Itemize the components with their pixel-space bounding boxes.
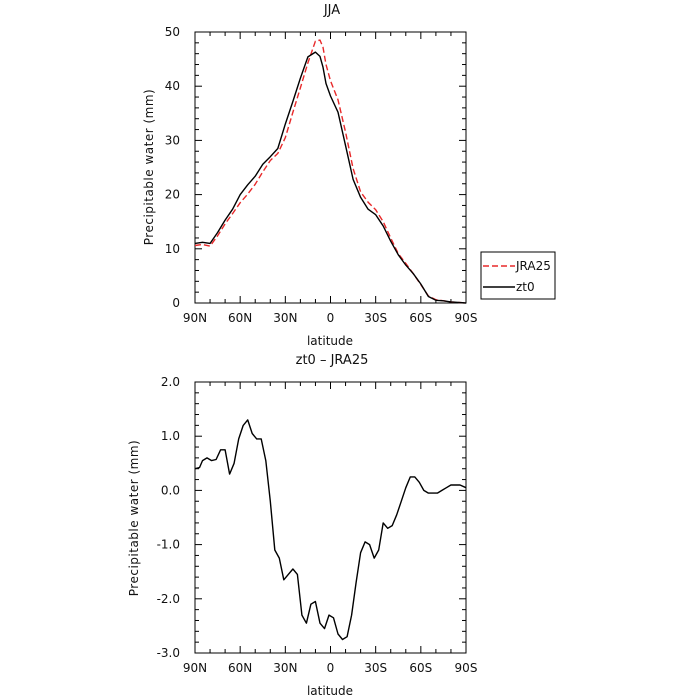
x-axis-label: latitude <box>307 334 353 348</box>
series-group <box>194 39 467 304</box>
x-tick-label: 60N <box>228 311 252 325</box>
x-tick-label: 90S <box>455 311 478 325</box>
y-tick-labels: 0 10 20 30 40 50 <box>165 25 180 310</box>
plot-frame <box>194 381 467 654</box>
y-tick-label: 30 <box>165 133 180 147</box>
plot-frame <box>194 31 467 304</box>
x-tick-label: 90S <box>455 661 478 675</box>
y-tick-labels: -3.0 -2.0 -1.0 0.0 1.0 2.0 <box>157 375 180 660</box>
legend-box <box>480 251 556 300</box>
y-tick-label: -2.0 <box>157 592 180 606</box>
x-tick-labels: 90N 60N 30N 0 30S 60S 90S <box>183 311 478 325</box>
x-tick-label: 30S <box>364 661 387 675</box>
series-line-zt0 <box>194 51 467 304</box>
y-tick-label: -3.0 <box>157 646 180 660</box>
legend-label-jra25: JRA25 <box>515 259 551 273</box>
x-tick-label: 30S <box>364 311 387 325</box>
y-tick-label: 1.0 <box>161 429 180 443</box>
tick-marks <box>194 381 467 654</box>
legend: JRA25 zt0 <box>480 251 556 300</box>
x-tick-label: 60S <box>409 661 432 675</box>
tick-marks <box>194 31 467 304</box>
legend-label-zt0: zt0 <box>516 280 535 294</box>
panel-difference: zt0 – JRA25 -3.0 -2.0 -1.0 0.0 1.0 2.0 90N 60N… <box>127 353 477 698</box>
y-tick-label: 20 <box>165 188 180 202</box>
x-tick-label: 90N <box>183 661 207 675</box>
x-tick-label: 60S <box>409 311 432 325</box>
series-line-jra25 <box>194 39 467 304</box>
x-tick-label: 30N <box>273 661 297 675</box>
y-axis-label: Precipitable water (mm) <box>127 440 141 596</box>
x-axis-label: latitude <box>307 684 353 698</box>
x-tick-label: 0 <box>327 311 335 325</box>
difference-line <box>194 419 467 641</box>
series-group <box>194 419 467 641</box>
y-tick-label: 50 <box>165 25 180 39</box>
x-tick-label: 60N <box>228 661 252 675</box>
y-axis-label: Precipitable water (mm) <box>142 89 156 245</box>
x-tick-label: 30N <box>273 311 297 325</box>
y-tick-label: 40 <box>165 79 180 93</box>
x-tick-labels: 90N 60N 30N 0 30S 60S 90S <box>183 661 478 675</box>
x-tick-label: 0 <box>327 661 335 675</box>
panel-jja: JJA 0 10 20 30 40 50 90N 60N 30N 0 30S 60S 90S Prec… <box>142 3 556 348</box>
x-tick-label: 90N <box>183 311 207 325</box>
chart-title: zt0 – JRA25 <box>296 353 369 368</box>
y-tick-label: 0 <box>172 296 180 310</box>
y-tick-label: -1.0 <box>157 538 180 552</box>
y-tick-label: 10 <box>165 242 180 256</box>
y-tick-label: 2.0 <box>161 375 180 389</box>
y-tick-label: 0.0 <box>161 483 180 497</box>
chart-title: JJA <box>323 3 340 18</box>
